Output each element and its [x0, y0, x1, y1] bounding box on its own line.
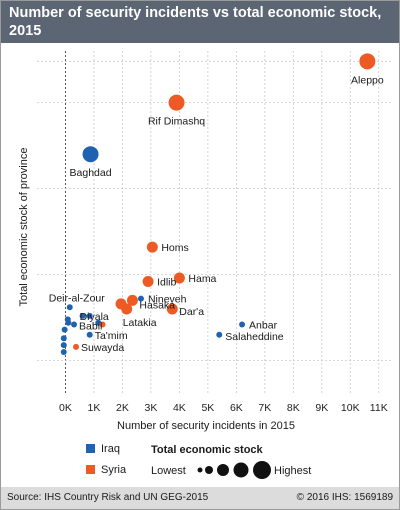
iraq-point-babil [71, 321, 78, 328]
legend-iraq-label: Iraq [101, 443, 120, 455]
x-tick-label: 0K [59, 402, 72, 414]
x-tick-label: 6K [230, 402, 243, 414]
point-label: Rif Dimashq [148, 116, 205, 128]
iraq-point-deir-al-zour [66, 304, 73, 311]
iraq-point [60, 335, 67, 342]
point-label: Ta'mim [95, 330, 128, 342]
iraq-point [60, 349, 67, 355]
syria-point-homs [146, 241, 158, 253]
point-label: Salaheddine [225, 331, 284, 343]
iraq-point-nineveh [137, 295, 144, 302]
point-layer [60, 53, 376, 355]
legend-size-dot-4 [233, 462, 249, 478]
legend-size-title: Total economic stock [151, 444, 264, 456]
legend-iraq-swatch [86, 444, 95, 453]
x-tick-label: 9K [315, 402, 328, 414]
point-label: Deir-al-Zour [49, 292, 106, 304]
syria-point-idlib [142, 275, 154, 287]
syria-point-hasaka [126, 294, 138, 306]
point-label: Babil [79, 320, 102, 332]
iraq-point [61, 326, 68, 333]
x-tick-label: 8K [287, 402, 300, 414]
point-label: Baghdad [70, 167, 112, 179]
legend-lowest-label: Lowest [151, 465, 186, 477]
copyright-note: © 2016 IHS: 1569189 [296, 492, 393, 503]
legend-syria-swatch [86, 465, 95, 474]
x-tick-label: 5K [201, 402, 214, 414]
source-note: Source: IHS Country Risk and UN GEG-2015 [7, 492, 209, 503]
x-tick-label: 10K [341, 402, 360, 414]
point-label: Hama [188, 273, 216, 285]
grid-layer [37, 51, 393, 395]
syria-point-rif-dimashq [168, 94, 185, 111]
point-label: Aleppo [351, 74, 384, 86]
y-axis-label: Total economic stock of province [18, 148, 30, 307]
syria-point-aleppo [359, 53, 376, 70]
iraq-point-ta-mim [86, 331, 93, 338]
iraq-point [86, 312, 93, 319]
point-label: Latakia [123, 317, 157, 329]
point-label: Hasaka [139, 299, 175, 311]
point-label: Homs [161, 242, 188, 254]
syria-point-hama [173, 272, 185, 284]
legend-highest-label: Highest [274, 465, 311, 477]
legend-size-dot-5 [253, 461, 271, 479]
iraq-point-salaheddine [216, 331, 223, 338]
point-label: Suwayda [81, 342, 124, 354]
iraq-point-baghdad [82, 146, 99, 163]
point-label: Dar'a [179, 306, 204, 318]
iraq-point-anbar [239, 321, 246, 328]
x-tick-label: 4K [173, 402, 186, 414]
iraq-point [60, 342, 67, 349]
syria-point-suwayda [73, 343, 80, 350]
legend-syria-label: Syria [101, 464, 127, 476]
title-bar: Number of security incidents vs total ec… [1, 1, 399, 43]
syria-point-dar-a [166, 303, 178, 315]
legend-size-dot-2 [205, 466, 213, 474]
syria-point [115, 298, 127, 310]
point-label: Idlib [157, 276, 176, 288]
legend-size-dot-1 [197, 467, 203, 473]
point-label: Anbar [249, 319, 278, 331]
iraq-point-diyala [79, 312, 86, 319]
x-tick-label: 11K [370, 402, 388, 414]
legend: Iraq Syria Total economic stock Lowest H… [86, 443, 311, 479]
footer: Source: IHS Country Risk and UN GEG-2015… [1, 487, 399, 509]
chart-title: Number of security incidents vs total ec… [9, 5, 382, 39]
legend-size-dot-3 [217, 464, 229, 476]
point-label: Nineveh [148, 294, 187, 306]
iraq-point [65, 319, 72, 326]
x-tick-labels: 0K 1K 2K 3K 4K 5K 6K 7K 8K 9K 10K 11K [59, 402, 388, 414]
point-label: Diyala [80, 311, 109, 323]
x-tick-label: 1K [88, 402, 101, 414]
x-axis-label: Number of security incidents in 2015 [117, 420, 295, 432]
x-tick-label: 7K [258, 402, 271, 414]
syria-point [99, 321, 106, 328]
x-tick-label: 2K [116, 402, 129, 414]
x-tick-label: 3K [144, 402, 157, 414]
